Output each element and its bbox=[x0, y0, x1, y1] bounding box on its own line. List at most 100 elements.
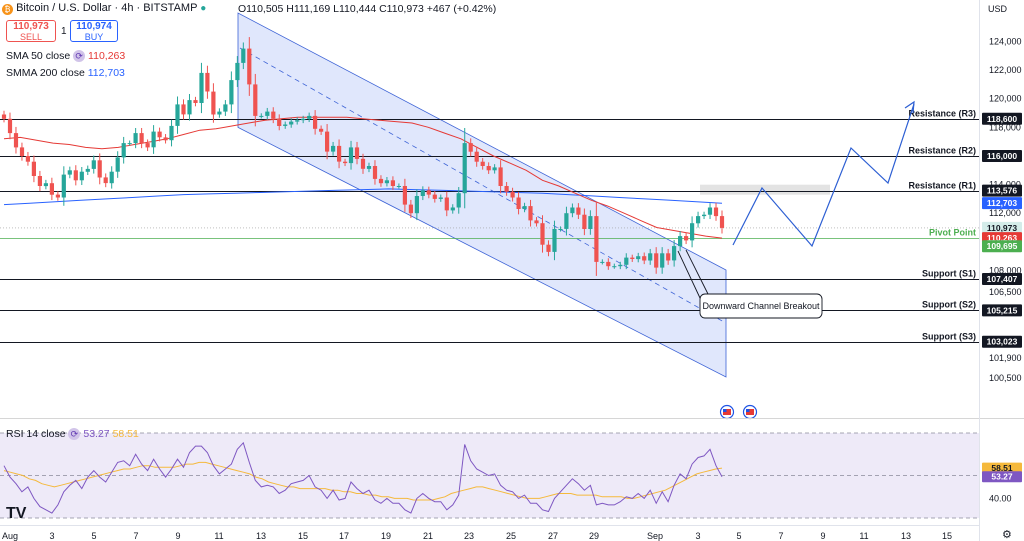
candle-87 bbox=[522, 206, 527, 209]
candle-59 bbox=[354, 147, 360, 159]
projection-arrowhead bbox=[904, 100, 915, 114]
candle-15 bbox=[91, 160, 96, 169]
candle-32 bbox=[193, 100, 198, 103]
time-tick-0: Aug bbox=[2, 531, 18, 541]
candle-92 bbox=[552, 229, 557, 252]
time-tick-9: 19 bbox=[381, 531, 391, 541]
candle-42 bbox=[253, 84, 258, 116]
candle-88 bbox=[528, 206, 533, 221]
level-2-tag-text: 113,576 bbox=[987, 186, 1018, 196]
candle-8 bbox=[49, 183, 54, 195]
price-tick-9: 100,500 bbox=[989, 373, 1022, 383]
time-tick-21: 13 bbox=[901, 531, 911, 541]
rsi-legend[interactable]: RSI 14 close ⟳ 53.27 58.51 bbox=[6, 428, 139, 440]
level-label-6: Support (S3) bbox=[922, 332, 976, 342]
candle-62 bbox=[372, 166, 378, 179]
us-flag-icon bbox=[746, 409, 750, 412]
candle-63 bbox=[378, 178, 384, 184]
candle-60 bbox=[360, 158, 366, 169]
sell-label: SELL bbox=[19, 32, 43, 42]
time-tick-7: 15 bbox=[298, 531, 308, 541]
level-1-tag bbox=[982, 149, 1022, 162]
sma50-label: SMA 50 close bbox=[6, 50, 71, 62]
candle-6 bbox=[37, 176, 42, 186]
candle-25 bbox=[151, 131, 156, 148]
candle-34 bbox=[205, 72, 210, 92]
level-label-3: Pivot Point bbox=[929, 228, 976, 238]
candle-13 bbox=[79, 171, 84, 181]
sma50-tag-text: 110,263 bbox=[987, 233, 1018, 243]
buy-button[interactable]: 110,974 BUY bbox=[70, 20, 118, 42]
candle-11 bbox=[67, 170, 72, 175]
candle-66 bbox=[396, 186, 401, 187]
candle-9 bbox=[55, 194, 60, 198]
settings-icon[interactable]: ⚙ bbox=[1002, 529, 1012, 541]
time-tick-15: Sep bbox=[647, 531, 663, 541]
time-tick-1: 3 bbox=[49, 531, 54, 541]
projection-path bbox=[732, 103, 915, 248]
symbol-title[interactable]: ₿ Bitcoin / U.S. Dollar · 4h · BITSTAMP … bbox=[2, 2, 206, 15]
candle-78 bbox=[468, 143, 473, 152]
price-tick-7: 106,500 bbox=[989, 287, 1022, 297]
refresh-icon: ⟳ bbox=[73, 50, 86, 62]
smma200-tag bbox=[982, 197, 1022, 210]
candle-58 bbox=[348, 147, 354, 164]
time-tick-14: 29 bbox=[589, 531, 599, 541]
sell-button[interactable]: 110,973 SELL bbox=[6, 20, 56, 42]
smma200-tag-text: 112,703 bbox=[987, 198, 1018, 208]
annotation-box bbox=[699, 293, 823, 319]
candle-50 bbox=[301, 118, 306, 121]
time-tick-16: 3 bbox=[695, 531, 700, 541]
candle-12 bbox=[73, 170, 78, 181]
annotation-text: Downward Channel Breakout bbox=[702, 301, 820, 311]
candle-117 bbox=[702, 214, 707, 217]
candle-80 bbox=[480, 161, 485, 166]
downward-channel bbox=[237, 12, 727, 378]
candle-22 bbox=[133, 133, 138, 144]
candle-110 bbox=[660, 253, 665, 268]
smma200-legend[interactable]: SMMA 200 close 112,703 bbox=[6, 67, 125, 79]
time-tick-17: 5 bbox=[736, 531, 741, 541]
candle-2 bbox=[13, 133, 19, 148]
level-5-tag bbox=[982, 304, 1022, 317]
candle-23 bbox=[139, 133, 144, 144]
candle-95 bbox=[570, 207, 575, 214]
candle-30 bbox=[181, 104, 186, 115]
candle-39 bbox=[235, 62, 240, 81]
time-tick-19: 9 bbox=[820, 531, 825, 541]
refresh-icon: ⟳ bbox=[68, 428, 81, 440]
market-dot: ● bbox=[200, 3, 207, 14]
candle-93 bbox=[558, 229, 563, 230]
pivot-tag bbox=[982, 240, 1022, 253]
level-label-2: Resistance (R1) bbox=[908, 181, 976, 191]
candle-31 bbox=[187, 100, 192, 115]
level-label-1: Resistance (R2) bbox=[908, 146, 976, 156]
candle-101 bbox=[606, 261, 611, 267]
us-flag-icon bbox=[723, 409, 727, 412]
candle-98 bbox=[588, 216, 593, 229]
us-flag-icon bbox=[746, 409, 754, 415]
candle-43 bbox=[259, 115, 264, 117]
candle-84 bbox=[504, 186, 509, 192]
time-tick-12: 25 bbox=[506, 531, 516, 541]
time-tick-22: 15 bbox=[942, 531, 952, 541]
candle-54 bbox=[325, 131, 330, 152]
smma200-value: 112,703 bbox=[87, 67, 125, 79]
candle-108 bbox=[648, 253, 653, 261]
candle-0 bbox=[1, 114, 7, 119]
candle-102 bbox=[612, 266, 617, 268]
level-6-tag-text: 103,023 bbox=[987, 337, 1018, 347]
pivot-tag-text: 109,695 bbox=[987, 241, 1018, 251]
sma50-legend[interactable]: SMA 50 close ⟳ 110,263 bbox=[6, 50, 125, 62]
candle-104 bbox=[624, 257, 629, 265]
smma200-label: SMMA 200 close bbox=[6, 67, 85, 79]
rsi-ma-tag-text: 58.51 bbox=[991, 463, 1013, 473]
candle-56 bbox=[337, 145, 342, 162]
level-4-tag-text: 107,407 bbox=[987, 274, 1018, 284]
callout-pointer-a bbox=[677, 250, 701, 299]
candle-3 bbox=[19, 147, 25, 156]
symbol-label: Bitcoin / U.S. Dollar · 4h · BITSTAMP bbox=[16, 2, 198, 14]
candle-49 bbox=[295, 120, 300, 122]
candle-37 bbox=[223, 104, 228, 112]
